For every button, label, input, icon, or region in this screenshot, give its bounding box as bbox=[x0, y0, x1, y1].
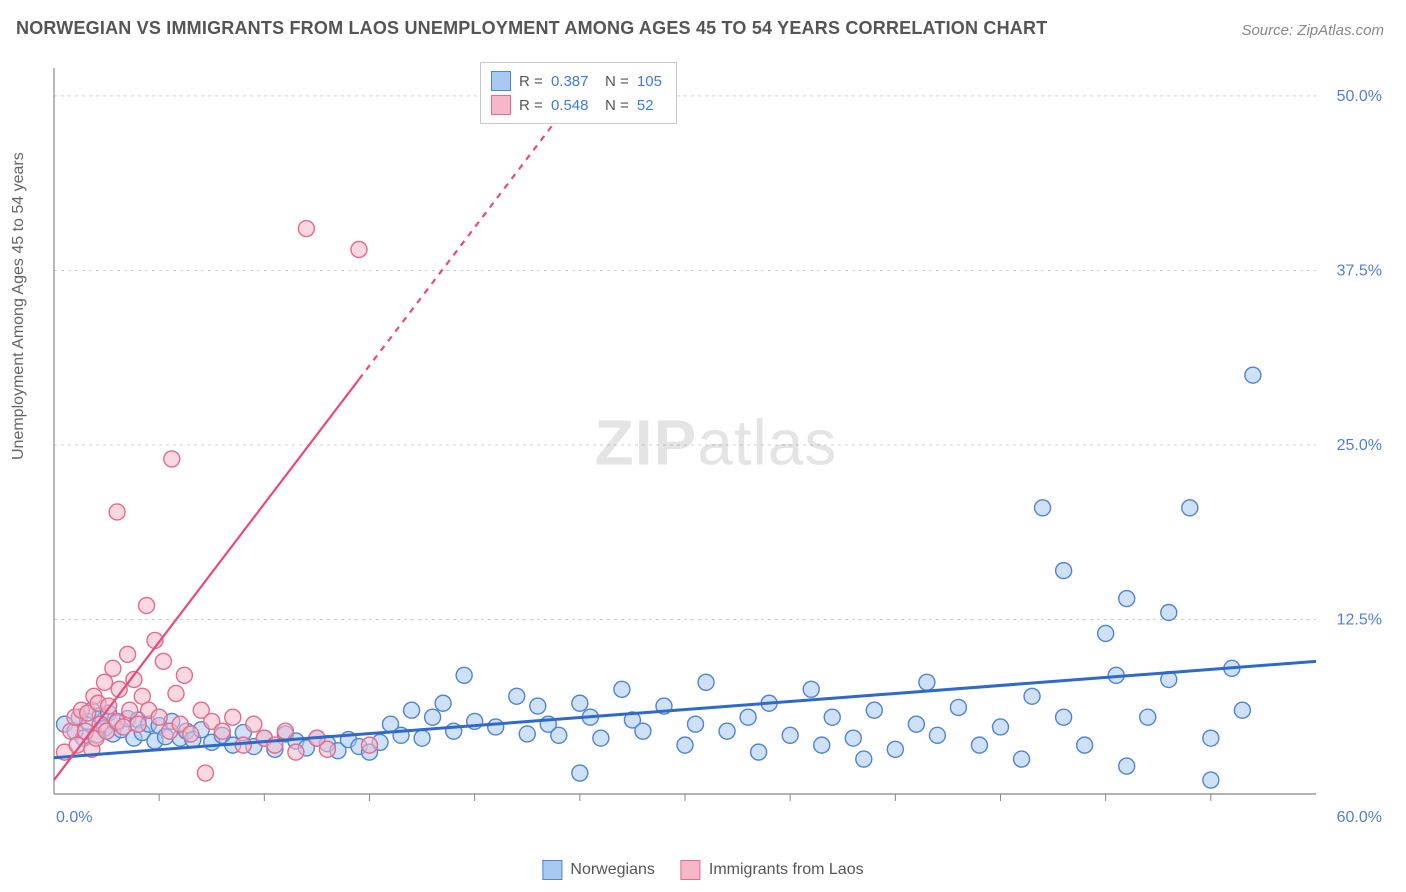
series-legend-label: Immigrants from Laos bbox=[709, 861, 864, 879]
svg-text:37.5%: 37.5% bbox=[1337, 262, 1382, 279]
legend-stats: R = 0.387 N = 105 bbox=[519, 73, 666, 90]
svg-text:60.0%: 60.0% bbox=[1337, 809, 1382, 826]
legend-swatch bbox=[491, 71, 511, 91]
legend-swatch bbox=[542, 860, 562, 880]
plot-area: 12.5%25.0%37.5%50.0%0.0%60.0% ZIPatlas bbox=[46, 60, 1386, 840]
correlation-legend: R = 0.387 N = 105 R = 0.548 N = 52 bbox=[480, 62, 677, 124]
svg-text:25.0%: 25.0% bbox=[1337, 437, 1382, 454]
svg-text:50.0%: 50.0% bbox=[1337, 88, 1382, 105]
series-legend-label: Norwegians bbox=[570, 861, 654, 879]
y-axis-label: Unemployment Among Ages 45 to 54 years bbox=[10, 152, 28, 460]
correlation-legend-row: R = 0.387 N = 105 bbox=[491, 69, 666, 93]
legend-swatch bbox=[491, 95, 511, 115]
correlation-legend-row: R = 0.548 N = 52 bbox=[491, 93, 666, 117]
series-legend: Norwegians Immigrants from Laos bbox=[542, 860, 863, 880]
svg-text:12.5%: 12.5% bbox=[1337, 611, 1382, 628]
chart-title: NORWEGIAN VS IMMIGRANTS FROM LAOS UNEMPL… bbox=[16, 18, 1047, 39]
source-credit: Source: ZipAtlas.com bbox=[1241, 22, 1384, 39]
legend-stats: R = 0.548 N = 52 bbox=[519, 97, 658, 114]
series-legend-item: Norwegians bbox=[542, 860, 654, 880]
series-legend-item: Immigrants from Laos bbox=[681, 860, 864, 880]
svg-text:0.0%: 0.0% bbox=[56, 809, 92, 826]
scatter-plot-svg: 12.5% 25.0% 37.5% 50.0% 0.0% 60.0% bbox=[46, 60, 1386, 840]
legend-swatch bbox=[681, 860, 701, 880]
